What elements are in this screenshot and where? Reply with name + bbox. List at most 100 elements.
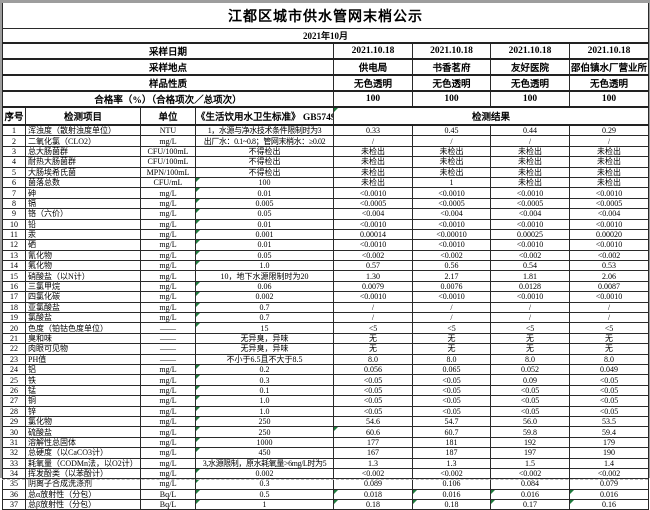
cell-item-name: 氰化物 bbox=[25, 249, 141, 262]
cell-result-value: <0.004 bbox=[333, 208, 413, 220]
table-row: 14 氟化物 mg/L 1.0 0.57 0.56 0.54 0.53 bbox=[2, 260, 649, 272]
cell-standard: 250 bbox=[195, 426, 334, 438]
cell-result-value: <0.05 bbox=[412, 395, 491, 407]
cell-result-value: 0.09 bbox=[490, 374, 570, 386]
cell-result-value: 未检出 bbox=[569, 145, 649, 158]
cell-result-value: <0.05 bbox=[569, 374, 649, 386]
cell-result-value: 未检出 bbox=[569, 156, 649, 168]
title-row: 江都区城市供水管网末梢公示 bbox=[2, 3, 649, 29]
cell-standard: 1.0 bbox=[195, 405, 334, 417]
cell-item-name: 硝酸盐（以N计） bbox=[25, 270, 141, 282]
cell-item-name: 浑浊度（散射浊度单位） bbox=[25, 124, 141, 137]
cell-standard: 250 bbox=[195, 415, 334, 428]
cell-item-name: 铬（六价） bbox=[25, 208, 141, 220]
cell-row-number: 26 bbox=[2, 384, 26, 397]
cell-result-value: <0.0010 bbox=[490, 218, 570, 230]
cell-item-name: 色度（铂钴色度单位） bbox=[25, 322, 141, 334]
info-row: 采样地点 供电局 书香茗府 友好医院 邵伯镇水厂营业所 bbox=[2, 58, 649, 76]
cell-result-value: 8.0 bbox=[569, 353, 649, 366]
cell-standard: 3,水源限制，原水耗氧量>6mg/L时为5 bbox=[195, 457, 334, 469]
cell-row-number: 23 bbox=[2, 353, 26, 366]
cell-result-value: <0.0005 bbox=[333, 197, 413, 210]
cell-result-value: <0.0010 bbox=[569, 239, 649, 251]
cell-result-value: <0.05 bbox=[333, 405, 413, 417]
cell-item-name: 四氯化碳 bbox=[25, 291, 141, 303]
cell-result-value: <0.05 bbox=[569, 395, 649, 407]
cell-standard: 0.005 bbox=[195, 197, 334, 210]
cell-item-name: 总α放射性（分包） bbox=[25, 488, 141, 501]
cell-row-number: 19 bbox=[2, 312, 26, 324]
cell-result-value: 0.016 bbox=[412, 488, 491, 501]
cell-result-value: <0.002 bbox=[412, 467, 491, 480]
cell-result-value: <0.0010 bbox=[490, 239, 570, 251]
cell-standard: 0.7 bbox=[195, 312, 334, 324]
cell-result-value: 0.00014 bbox=[333, 228, 413, 241]
cell-row-number: 16 bbox=[2, 280, 26, 293]
info-value: 无色透明 bbox=[490, 74, 570, 92]
cell-unit: CFU/100mL bbox=[140, 145, 196, 158]
cell-result-value: 未检出 bbox=[412, 156, 491, 168]
cell-result-value: 0.44 bbox=[490, 124, 570, 137]
cell-result-value: 未检出 bbox=[333, 156, 413, 168]
cell-result-value: 1.3 bbox=[333, 457, 413, 469]
cell-result-value: 0.056 bbox=[333, 363, 413, 376]
period-row: 2021年10月 bbox=[2, 28, 649, 44]
cell-result-value: 0.18 bbox=[333, 499, 413, 510]
cell-standard: 1.0 bbox=[195, 395, 334, 407]
info-value: 书香茗府 bbox=[412, 58, 491, 76]
cell-unit: NTU bbox=[140, 124, 196, 137]
cell-standard: 0.06 bbox=[195, 280, 334, 293]
cell-result-value: <5 bbox=[569, 322, 649, 334]
cell-result-value: <5 bbox=[490, 322, 570, 334]
table-row: 12 硒 mg/L 0.01 <0.0010 <0.0010 <0.0010 <0.0010 bbox=[2, 239, 649, 251]
cell-result-value: 59.8 bbox=[490, 426, 570, 438]
cell-result-value: <0.002 bbox=[490, 467, 570, 480]
table-row: 24 铝 mg/L 0.2 0.056 0.065 0.052 0.049 bbox=[2, 363, 649, 376]
table-row: 4 耐热大肠菌群 CFU/100mL 不得检出 未检出 未检出 未检出 未检出 bbox=[2, 156, 649, 168]
cell-result-value: <0.0010 bbox=[333, 187, 413, 199]
cell-row-number: 1 bbox=[2, 124, 26, 137]
cell-row-number: 36 bbox=[2, 488, 26, 501]
cell-row-number: 10 bbox=[2, 218, 26, 230]
cell-result-value: <0.0010 bbox=[412, 239, 491, 251]
cell-row-number: 5 bbox=[2, 166, 26, 178]
cell-unit: mg/L bbox=[140, 395, 196, 407]
info-value: 无色透明 bbox=[569, 74, 649, 92]
cell-standard: 0.1 bbox=[195, 384, 334, 397]
cell-standard: 无异臭，异味 bbox=[195, 332, 334, 345]
info-value: 友好医院 bbox=[490, 58, 570, 76]
cell-result-value: / bbox=[490, 135, 570, 147]
cell-item-name: 氯化物 bbox=[25, 415, 141, 428]
cell-standard: 1 bbox=[195, 499, 334, 510]
cell-row-number: 27 bbox=[2, 395, 26, 407]
cell-result-value: <0.0010 bbox=[412, 218, 491, 230]
info-value: 2021.10.18 bbox=[333, 42, 413, 60]
cell-unit: mg/L bbox=[140, 457, 196, 469]
cell-item-name: 铝 bbox=[25, 363, 141, 376]
cell-item-name: 砷 bbox=[25, 187, 141, 199]
table-row: 23 PH值 —— 不小于6.5且不大于8.5 8.0 8.0 8.0 8.0 bbox=[2, 353, 649, 366]
cell-result-value: <0.05 bbox=[333, 374, 413, 386]
table-row: 8 镉 mg/L 0.005 <0.0005 <0.0005 <0.0005 <0.0005 bbox=[2, 197, 649, 210]
cell-result-value: <0.004 bbox=[490, 208, 570, 220]
cell-item-name: 硒 bbox=[25, 239, 141, 251]
cell-result-value: 0.065 bbox=[412, 363, 491, 376]
cell-result-value: 192 bbox=[490, 436, 570, 449]
cell-result-value: 53.5 bbox=[569, 415, 649, 428]
cell-standard: 0.2 bbox=[195, 363, 334, 376]
page-edge-left bbox=[0, 0, 2, 478]
cell-result-value: <0.002 bbox=[333, 467, 413, 480]
cell-result-value: / bbox=[333, 301, 413, 314]
cell-unit: mg/L bbox=[140, 260, 196, 272]
cell-result-value: 无 bbox=[569, 343, 649, 355]
info-label: 样品性质 bbox=[2, 74, 334, 92]
cell-unit: mg/L bbox=[140, 208, 196, 220]
cell-result-value: 未检出 bbox=[490, 166, 570, 178]
page-break-line bbox=[2, 479, 648, 480]
table-row: 26 锰 mg/L 0.1 <0.05 <0.05 <0.05 <0.05 bbox=[2, 384, 649, 397]
cell-row-number: 11 bbox=[2, 228, 26, 241]
cell-item-name: 总β放射性（分包） bbox=[25, 499, 141, 510]
cell-result-value: <0.05 bbox=[569, 405, 649, 417]
cell-result-value: <0.0010 bbox=[490, 187, 570, 199]
cell-row-number: 7 bbox=[2, 187, 26, 199]
